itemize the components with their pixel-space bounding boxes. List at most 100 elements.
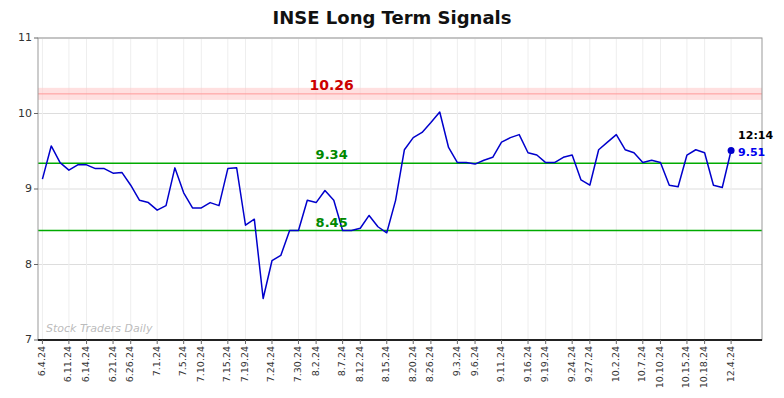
grid-line-x xyxy=(731,38,732,340)
x-tick-label: 6.4.24 xyxy=(36,346,47,376)
x-tick xyxy=(457,340,458,344)
x-tick-label: 7.24.24 xyxy=(265,346,276,382)
grid-line-y xyxy=(38,264,762,265)
grid-line-x xyxy=(589,38,590,340)
grid-line-x xyxy=(42,38,43,340)
signal-band xyxy=(38,88,762,100)
x-tick xyxy=(413,340,414,344)
x-tick-label: 8.15.24 xyxy=(380,346,391,382)
x-tick xyxy=(642,340,643,344)
x-tick-label: 7.1.24 xyxy=(151,346,162,376)
x-tick-label: 10.15.24 xyxy=(680,346,691,388)
grid-line-x xyxy=(386,38,387,340)
last-annotation: 9.51 xyxy=(738,146,765,159)
grid xyxy=(38,38,762,340)
signal-label: 10.26 xyxy=(310,77,354,93)
x-tick-label: 7.19.24 xyxy=(239,346,250,382)
y-tick xyxy=(34,113,38,114)
grid-line-x xyxy=(413,38,414,340)
grid-line-x xyxy=(686,38,687,340)
x-tick xyxy=(113,340,114,344)
grid-line-x xyxy=(704,38,705,340)
grid-line-x xyxy=(86,38,87,340)
grid-line-x xyxy=(157,38,158,340)
signal-line xyxy=(38,163,762,165)
y-tick-label: 7 xyxy=(25,333,32,346)
x-tick-label: 9.11.24 xyxy=(495,346,506,382)
x-tick xyxy=(528,340,529,344)
x-tick-label: 9.24.24 xyxy=(566,346,577,382)
grid-line-x xyxy=(113,38,114,340)
grid-line-x xyxy=(642,38,643,340)
y-tick xyxy=(34,38,38,39)
x-tick xyxy=(42,340,43,344)
x-tick xyxy=(157,340,158,344)
x-tick xyxy=(271,340,272,344)
x-tick xyxy=(545,340,546,344)
x-tick-label: 12.4.24 xyxy=(725,346,736,382)
grid-line-x xyxy=(475,38,476,340)
x-tick-label: 6.21.24 xyxy=(107,346,118,382)
y-tick-label: 11 xyxy=(18,31,32,44)
x-tick-label: 10.10.24 xyxy=(654,346,665,388)
grid-line-x xyxy=(201,38,202,340)
x-tick-label: 10.18.24 xyxy=(698,346,709,388)
x-tick-label: 6.26.24 xyxy=(124,346,135,382)
x-tick-label: 9.16.24 xyxy=(522,346,533,382)
grid-line-x xyxy=(360,38,361,340)
grid-line-y xyxy=(38,113,762,114)
plot-area xyxy=(38,88,762,299)
x-tick-label: 7.15.24 xyxy=(221,346,232,382)
signal-line xyxy=(38,93,762,94)
grid-line-x xyxy=(660,38,661,340)
x-tick xyxy=(731,340,732,344)
grid-line-x xyxy=(227,38,228,340)
x-tick-label: 10.2.24 xyxy=(610,346,621,382)
x-tick-label: 10.7.24 xyxy=(636,346,647,382)
signal-label: 9.34 xyxy=(316,147,348,162)
grid-line-x xyxy=(245,38,246,340)
x-tick-label: 8.7.24 xyxy=(336,346,347,376)
x-tick xyxy=(704,340,705,344)
grid-line-x xyxy=(572,38,573,340)
y-tick xyxy=(34,264,38,265)
x-tick xyxy=(386,340,387,344)
x-tick xyxy=(201,340,202,344)
x-tick-label: 8.20.24 xyxy=(407,346,418,382)
x-tick-label: 9.19.24 xyxy=(539,346,550,382)
x-tick-label: 7.5.24 xyxy=(177,346,188,376)
x-axis-line xyxy=(38,339,762,341)
grid-line-x xyxy=(545,38,546,340)
x-tick xyxy=(475,340,476,344)
x-tick-label: 7.30.24 xyxy=(292,346,303,382)
x-tick-label: 8.26.24 xyxy=(424,346,435,382)
x-tick xyxy=(245,340,246,344)
x-tick-label: 6.14.24 xyxy=(80,346,91,382)
x-tick xyxy=(86,340,87,344)
x-tick xyxy=(360,340,361,344)
annotations: 10.269.348.4512:149.51Stock Traders Dail… xyxy=(46,77,773,335)
x-tick-label: 7.10.24 xyxy=(195,346,206,382)
y-tick xyxy=(34,340,38,341)
grid-line-y xyxy=(38,189,762,190)
x-tick xyxy=(342,340,343,344)
last-annotation: 12:14 xyxy=(738,129,773,142)
grid-line-x xyxy=(528,38,529,340)
y-tick-label: 10 xyxy=(18,107,32,120)
y-tick-label: 8 xyxy=(25,258,32,271)
x-tick xyxy=(298,340,299,344)
chart: 78910116.4.246.11.246.14.246.21.246.26.2… xyxy=(0,0,784,398)
x-tick xyxy=(501,340,502,344)
grid-line-x xyxy=(457,38,458,340)
x-tick xyxy=(316,340,317,344)
grid-line-x xyxy=(183,38,184,340)
x-tick xyxy=(183,340,184,344)
x-tick xyxy=(572,340,573,344)
x-tick-label: 6.11.24 xyxy=(62,346,73,382)
last-point xyxy=(728,147,735,154)
signal-line xyxy=(38,230,762,232)
x-tick-label: 9.6.24 xyxy=(469,346,480,376)
x-tick xyxy=(660,340,661,344)
x-tick-label: 9.27.24 xyxy=(583,346,594,382)
x-tick xyxy=(68,340,69,344)
